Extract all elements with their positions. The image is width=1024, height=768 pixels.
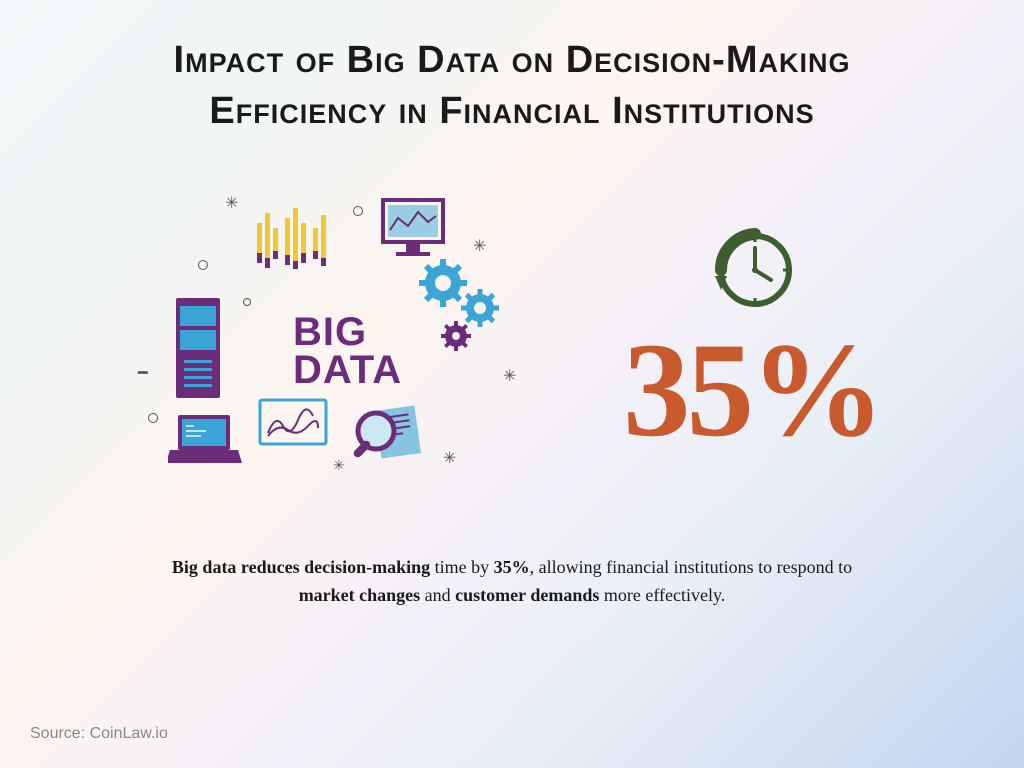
- sparkle-icon: ✳: [503, 366, 516, 386]
- sparkle-icon: ━: [138, 363, 148, 383]
- page-title: Impact of Big Data on Decision-Making Ef…: [0, 0, 1024, 138]
- main-content: BIGDATA ✳ ✳ ✳ ✳ ✳ ━ 35%: [0, 198, 1024, 478]
- dot-icon: [243, 298, 251, 306]
- monitor-icon: [378, 198, 448, 263]
- dot-icon: [198, 260, 208, 270]
- dot-icon: [148, 413, 158, 423]
- big-data-label: BIGDATA: [293, 313, 402, 389]
- title-line-1: Impact of Big Data on Decision-Making: [174, 39, 851, 81]
- description-text: Big data reduces decision-making time by…: [0, 553, 1024, 611]
- server-icon: [168, 298, 228, 408]
- sparkle-icon: ✳: [333, 458, 345, 475]
- clock-time-icon: [697, 218, 807, 318]
- title-line-2: Efficiency in Financial Institutions: [209, 90, 814, 132]
- stat-area: 35%: [623, 218, 881, 458]
- sparkle-icon: ✳: [225, 193, 238, 213]
- percentage-stat: 35%: [623, 323, 881, 458]
- source-label: Source: CoinLaw.io: [30, 725, 168, 743]
- laptop-icon: [168, 413, 243, 468]
- sparkle-icon: ✳: [473, 236, 486, 256]
- dot-icon: [353, 206, 363, 216]
- gears-icon: [418, 258, 518, 353]
- magnifier-icon: [348, 403, 428, 468]
- bars-icon: [253, 203, 333, 273]
- big-data-illustration: BIGDATA ✳ ✳ ✳ ✳ ✳ ━: [143, 198, 523, 478]
- tablet-icon: [258, 398, 328, 448]
- sparkle-icon: ✳: [443, 448, 456, 468]
